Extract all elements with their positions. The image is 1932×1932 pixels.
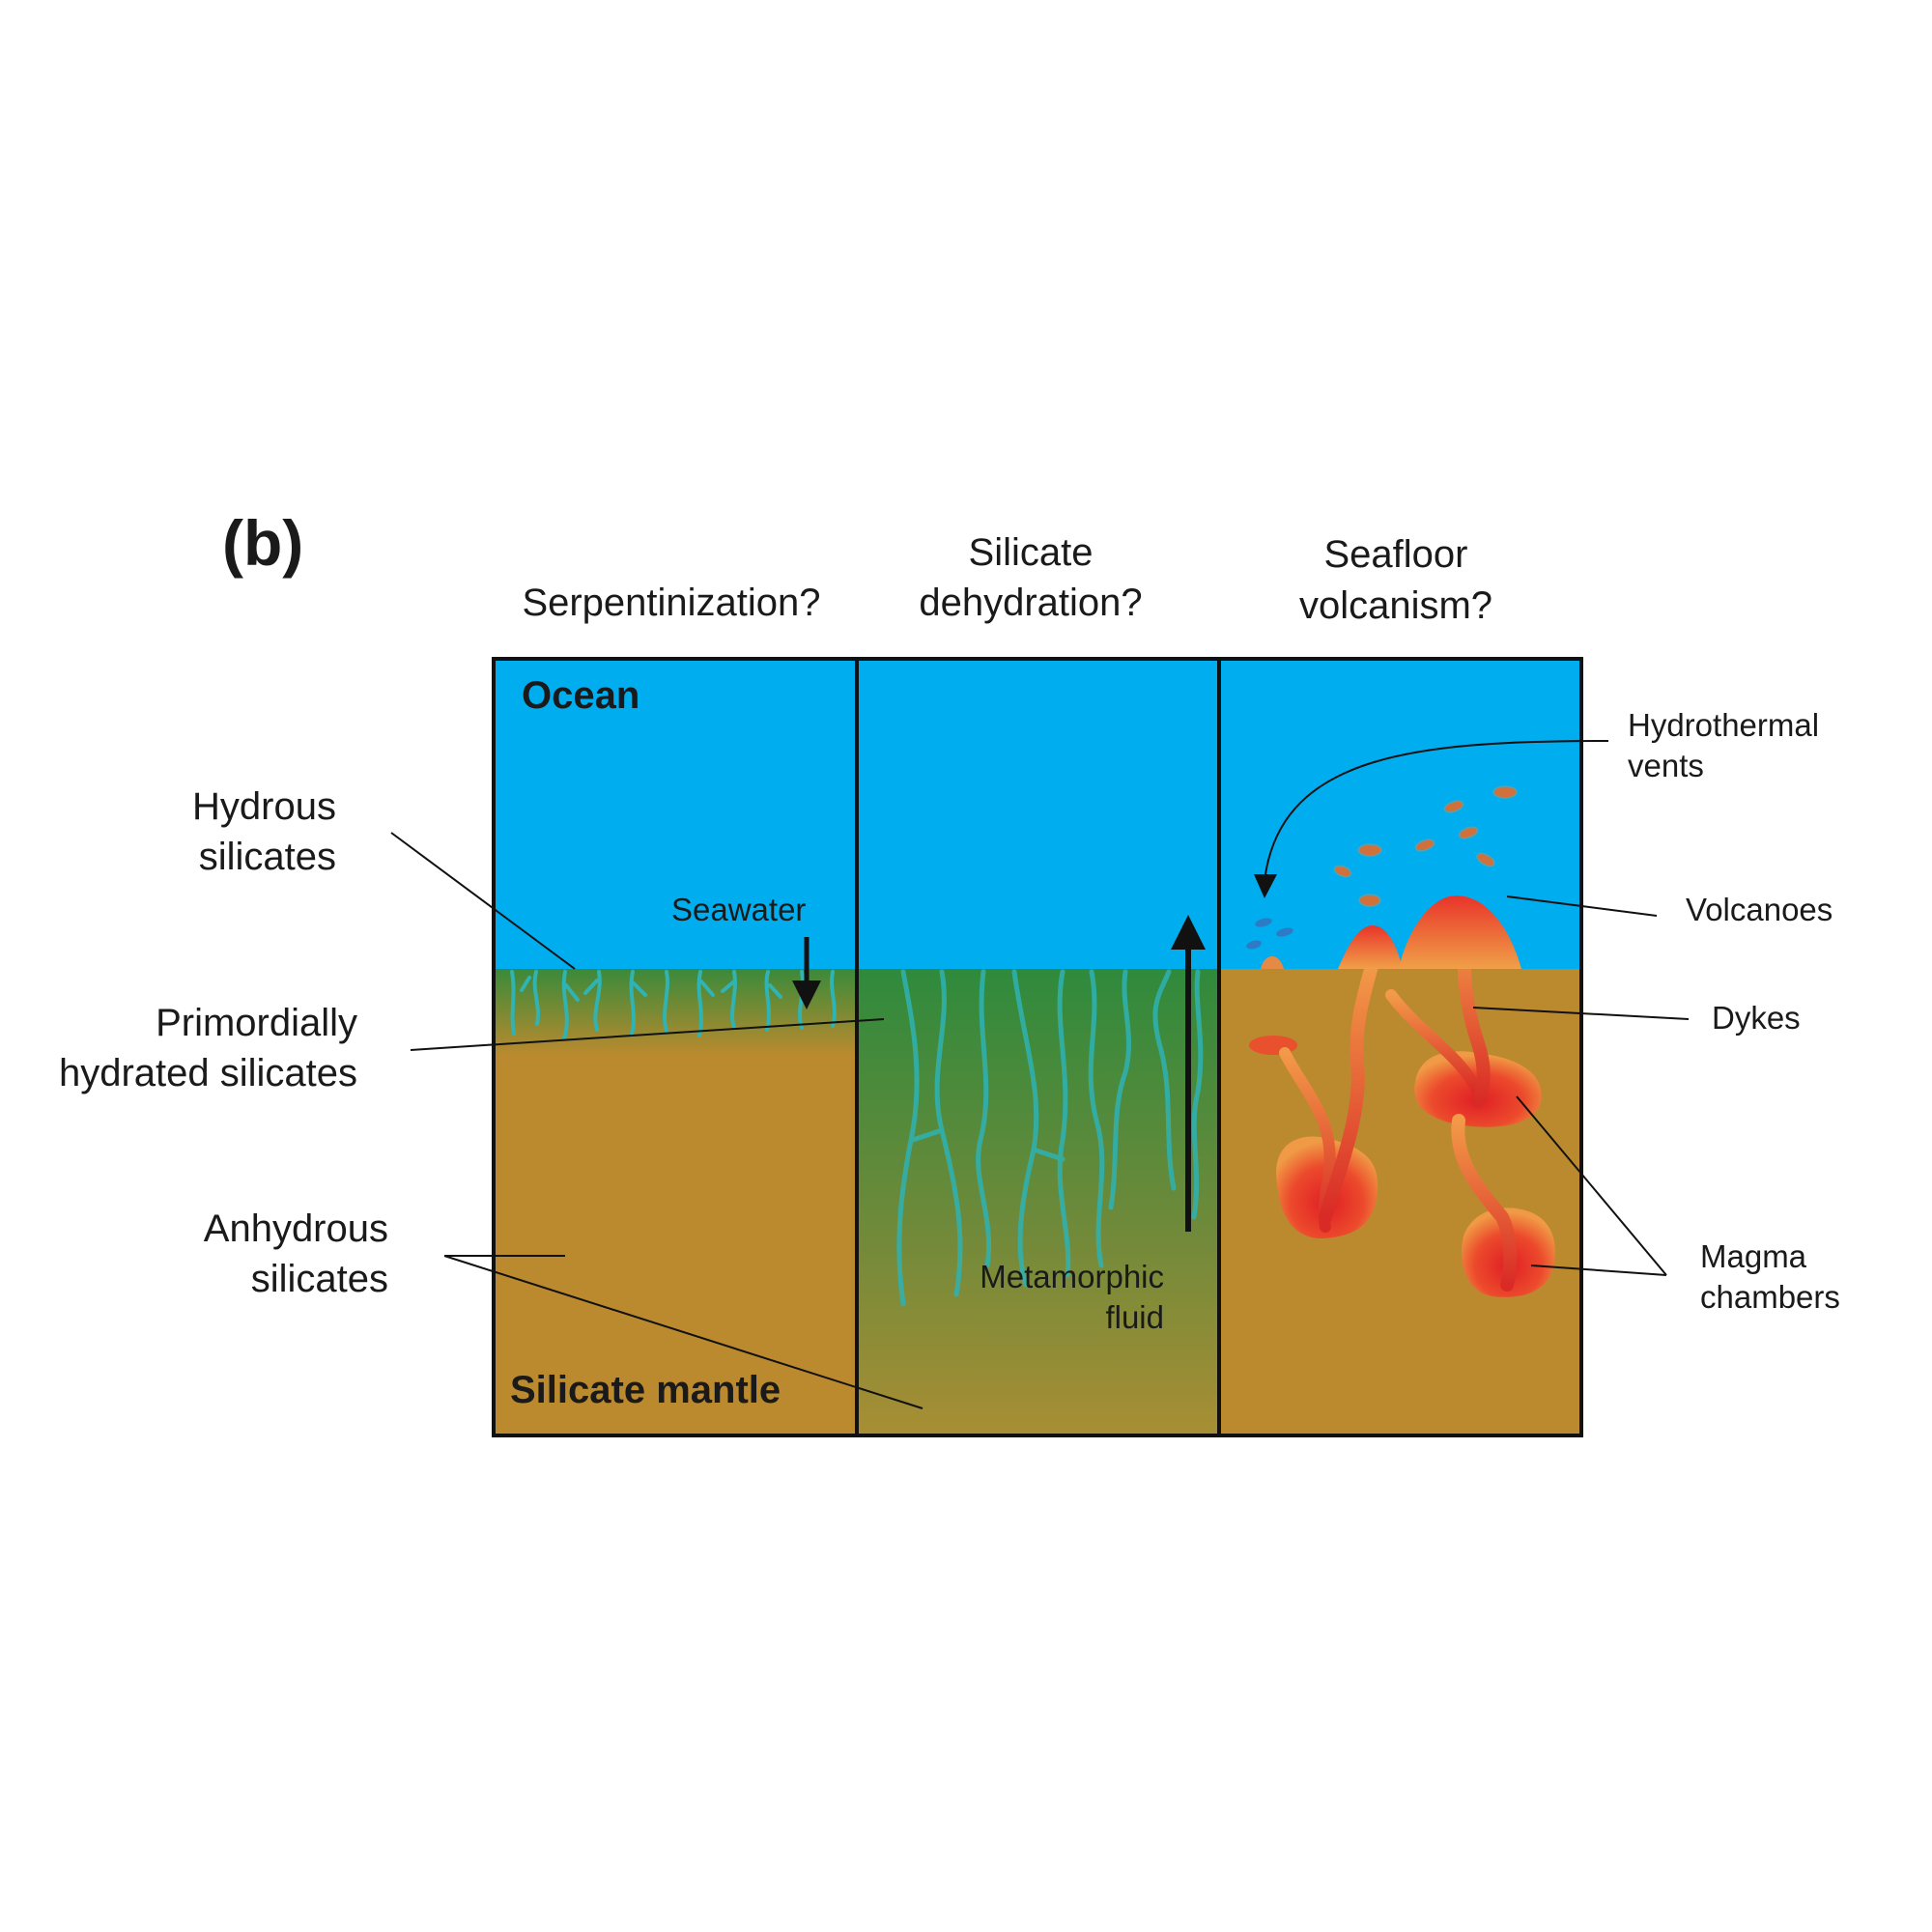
panel-label: (b): [222, 507, 303, 579]
title-dehydration-1: Silicate: [969, 531, 1094, 574]
vent-leader-arrowhead: [1254, 874, 1277, 898]
volcano: [1399, 895, 1521, 969]
ocean-region: [1219, 659, 1581, 969]
leader-lines: [390, 740, 1690, 1409]
panel-outlines: [492, 657, 1583, 1437]
bubbles: [1246, 918, 1293, 950]
volcano: [1338, 925, 1403, 969]
anhydrous-silicates-label-1: Anhydrous: [204, 1208, 388, 1250]
hydrous-silicates-label-2: silicates: [199, 836, 336, 878]
magma-chambers-label-1: Magma: [1700, 1238, 1807, 1274]
metamorphic-fluid-label-1: Metamorphic: [980, 1259, 1164, 1294]
ocean-region: [857, 659, 1219, 969]
hydrated-mantle-region: [857, 969, 1219, 1435]
hydrothermal-vents-label-2: vents: [1628, 748, 1704, 783]
title-volcanism-2: volcanism?: [1299, 584, 1492, 627]
panel-serpentinization: [494, 659, 857, 1435]
vent-mound: [1261, 956, 1284, 969]
hydrous-silicates-label-1: Hydrous: [192, 785, 336, 828]
title-volcanism-1: Seafloor: [1324, 533, 1468, 576]
mantle-label: Silicate mantle: [510, 1369, 781, 1411]
hydrous-veins: [510, 970, 837, 1040]
dykes-label: Dykes: [1712, 1000, 1801, 1036]
primordial-silicates-label-2: hydrated silicates: [59, 1052, 357, 1094]
vent-particles: [1333, 785, 1518, 907]
seawater-label: Seawater: [671, 892, 806, 927]
ocean-label: Ocean: [522, 674, 639, 717]
fluid-channels: [896, 969, 1204, 1307]
metamorphic-fluid-label-2: fluid: [1105, 1299, 1164, 1335]
magma-chambers-label-2: chambers: [1700, 1279, 1840, 1315]
volcanoes-label: Volcanoes: [1686, 892, 1833, 927]
title-serpentinization: Serpentinization?: [522, 582, 820, 624]
primordial-silicates-label-1: Primordially: [156, 1002, 357, 1044]
dykes: [1279, 921, 1518, 1292]
hydrothermal-vents-label-1: Hydrothermal: [1628, 707, 1819, 743]
panel-dehydration: [857, 659, 1219, 1435]
anhydrous-silicates-label-2: silicates: [251, 1258, 388, 1300]
panel-volcanism: [1219, 659, 1581, 1435]
title-dehydration-2: dehydration?: [919, 582, 1142, 624]
ocean-region: [494, 659, 857, 969]
